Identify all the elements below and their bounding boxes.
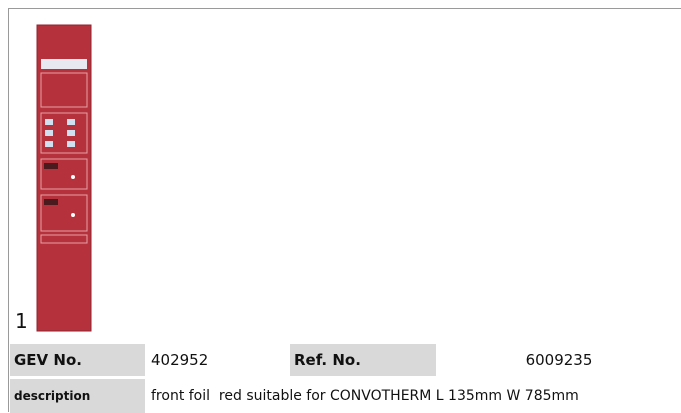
product-image [36,24,92,332]
label-cell: GEV No. [10,344,147,376]
logo [41,59,87,69]
panel-section [40,234,88,244]
label-cell: Ref. No. [290,344,438,376]
image-label: 1 [15,309,28,333]
label-cell: description [10,379,147,413]
table-row: description front foil red suitable for … [10,379,681,413]
value-cell: front foil red suitable for CONVOTHERM L… [147,379,681,413]
panel-section [40,112,88,154]
panel-section [40,158,88,190]
value-cell: 402952 [147,344,290,376]
product-card: 1 GEV No. 402952 Ref. No. 6009235 descri… [8,8,681,413]
table-row: GEV No. 402952 Ref. No. 6009235 [10,344,681,376]
value-cell: 6009235 [438,344,681,376]
panel-section [40,72,88,108]
panel [36,24,92,332]
panel-section [40,194,88,232]
